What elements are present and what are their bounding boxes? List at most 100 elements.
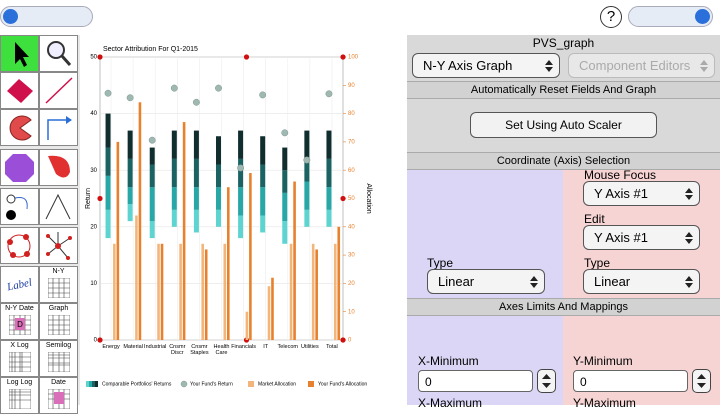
tool-polygon[interactable] bbox=[0, 149, 39, 186]
bar bbox=[311, 243, 315, 340]
legend-label: Your Fund's Allocation bbox=[318, 381, 367, 387]
tool-network[interactable] bbox=[39, 227, 78, 264]
y2-tick-label: 50 bbox=[348, 196, 355, 202]
tool-ny-date[interactable]: N-Y Date D bbox=[0, 303, 39, 340]
box-segment bbox=[149, 164, 155, 188]
bar bbox=[160, 243, 164, 340]
box-segment bbox=[282, 192, 288, 222]
toggle-right[interactable] bbox=[628, 6, 713, 27]
legend-swatch bbox=[86, 381, 89, 387]
tool-date[interactable]: Date bbox=[39, 377, 78, 414]
auto-scale-button[interactable]: Set Using Auto Scaler bbox=[470, 112, 657, 138]
tool-scatter[interactable] bbox=[0, 227, 39, 264]
x-tick-label: Cnsmr Discr bbox=[169, 344, 186, 356]
marker bbox=[104, 89, 112, 97]
bar bbox=[201, 243, 205, 340]
y-tick-label: 0 bbox=[94, 338, 98, 344]
bar bbox=[179, 243, 182, 340]
y2-tick-label: 90 bbox=[348, 83, 355, 89]
y-tick-label: 30 bbox=[90, 168, 97, 174]
tool-caption: Semilog bbox=[45, 342, 72, 349]
handle bbox=[340, 54, 346, 60]
section-header: Automatically Reset Fields And Graph bbox=[407, 81, 720, 99]
marker bbox=[303, 156, 311, 164]
box-segment bbox=[304, 158, 310, 182]
bar bbox=[227, 187, 230, 340]
y-min-stepper[interactable] bbox=[692, 369, 711, 393]
marker bbox=[170, 84, 178, 92]
box-segment bbox=[260, 136, 266, 165]
field-label: Type bbox=[584, 256, 611, 270]
select-text: Linear bbox=[438, 274, 475, 289]
y-tick-label: 40 bbox=[90, 111, 97, 117]
tool-caption: X Log bbox=[10, 342, 29, 349]
box-segment bbox=[304, 130, 310, 159]
box-segment bbox=[105, 175, 111, 210]
mouse-focus-select[interactable]: Y Axis #1 bbox=[583, 181, 700, 206]
legend-swatch bbox=[89, 381, 92, 387]
y2-tick-label: 70 bbox=[348, 139, 355, 145]
box-segment bbox=[238, 158, 244, 188]
box-segment bbox=[326, 130, 332, 159]
tool-polyline[interactable] bbox=[39, 188, 78, 225]
marker bbox=[281, 129, 289, 137]
box-segment bbox=[304, 181, 310, 210]
app: ? Label N-Y N-Y Date D Graph X Log Semilo… bbox=[0, 6, 720, 414]
y2-tick-label: 20 bbox=[348, 281, 355, 287]
svg-text:D: D bbox=[17, 320, 23, 329]
toggle-left[interactable] bbox=[0, 6, 93, 27]
y-min-input[interactable]: 0 bbox=[573, 370, 688, 392]
tool-semilog[interactable]: Semilog bbox=[39, 340, 78, 377]
box-segment bbox=[216, 209, 221, 227]
box-segment bbox=[127, 158, 133, 188]
box-segment bbox=[260, 215, 266, 233]
y-type-select[interactable]: Linear bbox=[583, 269, 700, 294]
legend-swatch bbox=[95, 381, 98, 387]
box-segment bbox=[149, 221, 155, 239]
chart-title: Sector Attribution For Q1-2015 bbox=[103, 46, 198, 53]
tool-xlog[interactable]: X Log bbox=[0, 340, 39, 377]
box-segment bbox=[127, 187, 133, 205]
y2-tick-label: 10 bbox=[348, 309, 355, 315]
tool-caption: N-Y Date bbox=[5, 305, 34, 312]
help-button[interactable]: ? bbox=[600, 6, 622, 28]
y-axis-label: Return bbox=[85, 188, 92, 209]
edit-select[interactable]: Y Axis #1 bbox=[583, 225, 700, 250]
field-label: Mouse Focus bbox=[584, 168, 657, 182]
bar bbox=[204, 249, 208, 340]
box-segment bbox=[216, 136, 221, 165]
x-min-stepper[interactable] bbox=[537, 369, 556, 393]
handle bbox=[97, 54, 103, 60]
tool-ny[interactable]: N-Y bbox=[39, 266, 78, 303]
tool-caption: Log Log bbox=[6, 379, 33, 386]
tool-loglog[interactable]: Log Log bbox=[0, 377, 39, 414]
x-tick-label: Industrial bbox=[144, 344, 167, 350]
tool-label[interactable]: Label bbox=[0, 266, 39, 303]
select-text: Component Editors bbox=[579, 58, 691, 73]
tool-select[interactable] bbox=[0, 35, 39, 72]
tool-zoom[interactable] bbox=[39, 35, 78, 72]
legend-label: Market Allocation bbox=[258, 381, 296, 387]
y2-tick-label: 40 bbox=[348, 224, 355, 230]
tool-graph[interactable]: Graph bbox=[39, 303, 78, 340]
tool-connector[interactable] bbox=[39, 109, 78, 146]
marker bbox=[325, 90, 333, 98]
select-text: Linear bbox=[594, 274, 631, 289]
y2-tick-label: 100 bbox=[348, 55, 359, 61]
y-tick-label: 20 bbox=[90, 224, 97, 230]
tool-line[interactable] bbox=[39, 72, 78, 109]
tool-arc[interactable] bbox=[0, 109, 39, 146]
legend-swatch bbox=[92, 381, 95, 387]
tool-pie[interactable] bbox=[39, 149, 78, 186]
handle bbox=[97, 337, 103, 343]
x-min-input[interactable]: 0 bbox=[418, 370, 533, 392]
x-type-select[interactable]: Linear bbox=[427, 269, 545, 294]
graph-select[interactable]: N-Y Axis Graph bbox=[412, 53, 560, 78]
editor-select[interactable]: Component Editors bbox=[568, 53, 715, 78]
field-label: Edit bbox=[584, 212, 605, 226]
tool-points[interactable] bbox=[0, 188, 39, 225]
tool-rect[interactable] bbox=[0, 72, 39, 109]
bar bbox=[135, 215, 138, 340]
y-tick-label: 50 bbox=[90, 55, 97, 61]
box-segment bbox=[149, 187, 155, 222]
